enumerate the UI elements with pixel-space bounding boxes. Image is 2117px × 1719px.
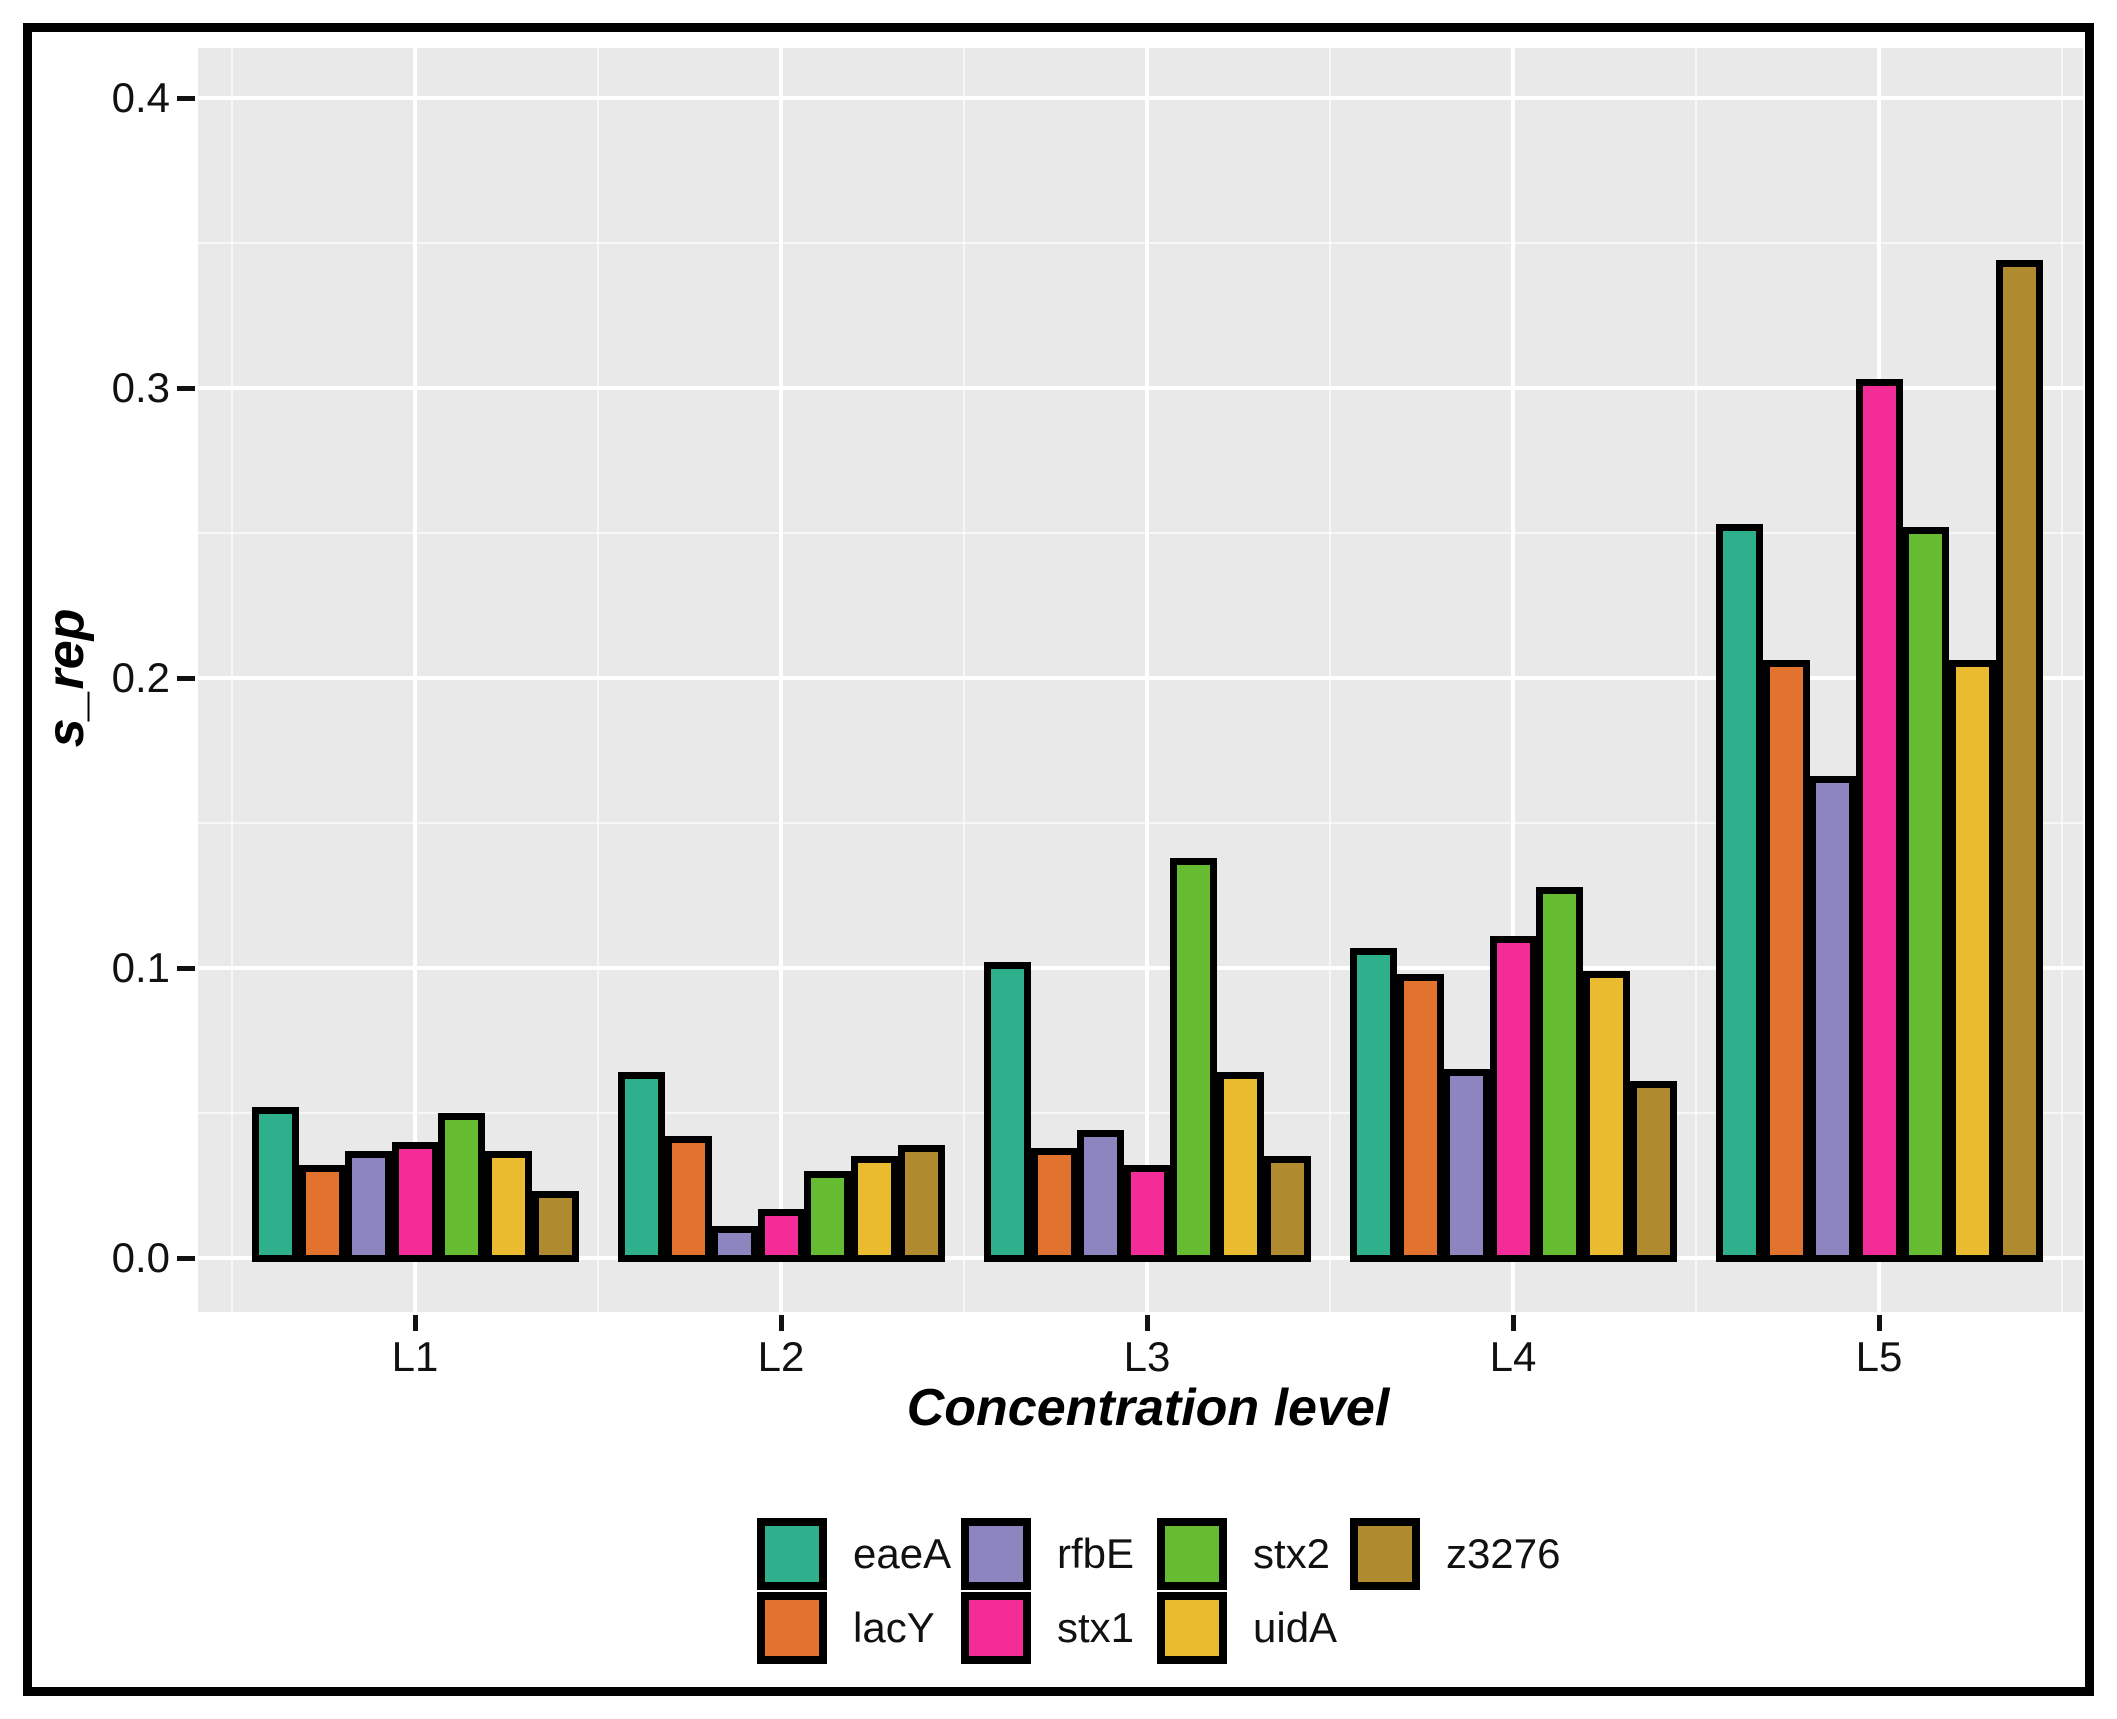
bar-eaeA-L1 <box>252 1107 299 1262</box>
plot-panel <box>198 48 2083 1312</box>
bar-eaeA-L5 <box>1716 524 1763 1262</box>
gridline-v-minor <box>1329 48 1331 1312</box>
gridline-h-major <box>198 386 2083 390</box>
bar-uidA-L3 <box>1217 1072 1264 1262</box>
x-tick-label: L5 <box>1855 1333 1903 1380</box>
y-tick-mark <box>177 96 195 101</box>
gridline-v-major <box>413 48 417 1312</box>
bar-stx1-L5 <box>1856 379 1903 1262</box>
bar-uidA-L4 <box>1583 971 1630 1262</box>
x-tick-label: L1 <box>391 1333 439 1380</box>
x-tick-label: L3 <box>1123 1333 1171 1380</box>
x-tick-mark <box>1145 1315 1150 1331</box>
bar-eaeA-L3 <box>984 962 1031 1262</box>
bar-uidA-L5 <box>1949 660 1996 1262</box>
bar-rfbE-L2 <box>711 1226 758 1262</box>
bar-stx1-L1 <box>392 1142 439 1262</box>
bar-stx2-L5 <box>1902 527 1949 1262</box>
y-tick-mark <box>177 966 195 971</box>
legend-label-stx2: stx2 <box>1253 1530 1331 1577</box>
bar-stx2-L1 <box>438 1113 485 1262</box>
legend-key-eaeA <box>757 1518 827 1590</box>
y-tick-label: 0.1 <box>111 944 170 991</box>
bar-lacY-L3 <box>1031 1148 1078 1262</box>
gridline-v-minor <box>597 48 599 1312</box>
gridline-v-minor <box>231 48 233 1312</box>
bar-uidA-L1 <box>485 1151 532 1262</box>
gridline-h-minor <box>198 1112 2083 1114</box>
y-tick-mark <box>177 676 195 681</box>
gridline-h-major <box>198 676 2083 680</box>
x-tick-mark <box>1511 1315 1516 1331</box>
legend-key-lacY <box>757 1592 827 1664</box>
legend-key-stx2 <box>1157 1518 1227 1590</box>
bar-lacY-L2 <box>665 1136 712 1262</box>
bar-z3276-L2 <box>898 1145 945 1262</box>
legend-label-lacY: lacY <box>853 1604 935 1651</box>
bar-uidA-L2 <box>851 1156 898 1262</box>
bar-z3276-L5 <box>1996 260 2043 1262</box>
figure-border <box>23 23 2094 1696</box>
legend-label-z3276: z3276 <box>1446 1530 1561 1577</box>
legend-key-stx1 <box>961 1592 1031 1664</box>
bar-z3276-L4 <box>1630 1081 1677 1262</box>
bar-stx2-L4 <box>1536 887 1583 1262</box>
x-tick-mark <box>779 1315 784 1331</box>
y-tick-mark <box>177 386 195 391</box>
bar-lacY-L5 <box>1763 660 1810 1262</box>
gridline-h-minor <box>198 242 2083 244</box>
legend-key-z3276 <box>1350 1518 1420 1590</box>
bar-eaeA-L2 <box>618 1072 665 1262</box>
legend-key-rfbE <box>961 1518 1031 1590</box>
x-tick-label: L4 <box>1489 1333 1537 1380</box>
bar-z3276-L3 <box>1264 1156 1311 1262</box>
gridline-h-minor <box>198 532 2083 534</box>
y-tick-label: 0.3 <box>111 364 170 411</box>
bar-rfbE-L3 <box>1077 1130 1124 1262</box>
bar-stx1-L2 <box>758 1209 805 1262</box>
x-tick-mark <box>413 1315 418 1331</box>
bar-z3276-L1 <box>532 1191 579 1262</box>
gridline-v-minor <box>963 48 965 1312</box>
legend-label-stx1: stx1 <box>1057 1604 1135 1651</box>
gridline-v-major <box>1511 48 1515 1312</box>
bar-stx1-L4 <box>1490 936 1537 1262</box>
x-tick-mark <box>1877 1315 1882 1331</box>
x-axis-title: Concentration level <box>906 1379 1390 1437</box>
legend-label-rfbE: rfbE <box>1057 1530 1135 1577</box>
gridline-h-minor <box>198 822 2083 824</box>
y-tick-label: 0.4 <box>111 74 170 121</box>
x-tick-label: L2 <box>757 1333 805 1380</box>
gridline-v-minor <box>1695 48 1697 1312</box>
gridline-v-minor <box>2061 48 2063 1312</box>
bar-rfbE-L4 <box>1443 1069 1490 1262</box>
legend-key-uidA <box>1157 1592 1227 1664</box>
bar-rfbE-L1 <box>345 1151 392 1262</box>
legend-label-uidA: uidA <box>1253 1604 1338 1651</box>
bar-eaeA-L4 <box>1350 948 1397 1262</box>
y-axis-title: s_rep <box>37 608 95 748</box>
y-tick-mark <box>177 1256 195 1261</box>
bar-rfbE-L5 <box>1809 776 1856 1262</box>
legend-label-eaeA: eaeA <box>853 1530 952 1577</box>
bar-stx1-L3 <box>1124 1165 1171 1262</box>
gridline-h-major <box>198 966 2083 970</box>
bar-lacY-L4 <box>1397 974 1444 1262</box>
bar-stx2-L2 <box>804 1171 851 1262</box>
y-tick-label: 0.2 <box>111 654 170 701</box>
gridline-v-major <box>779 48 783 1312</box>
bar-lacY-L1 <box>299 1165 346 1262</box>
y-tick-label: 0.0 <box>111 1234 170 1281</box>
gridline-h-major <box>198 96 2083 100</box>
bar-stx2-L3 <box>1170 858 1217 1262</box>
gridline-v-major <box>1145 48 1149 1312</box>
